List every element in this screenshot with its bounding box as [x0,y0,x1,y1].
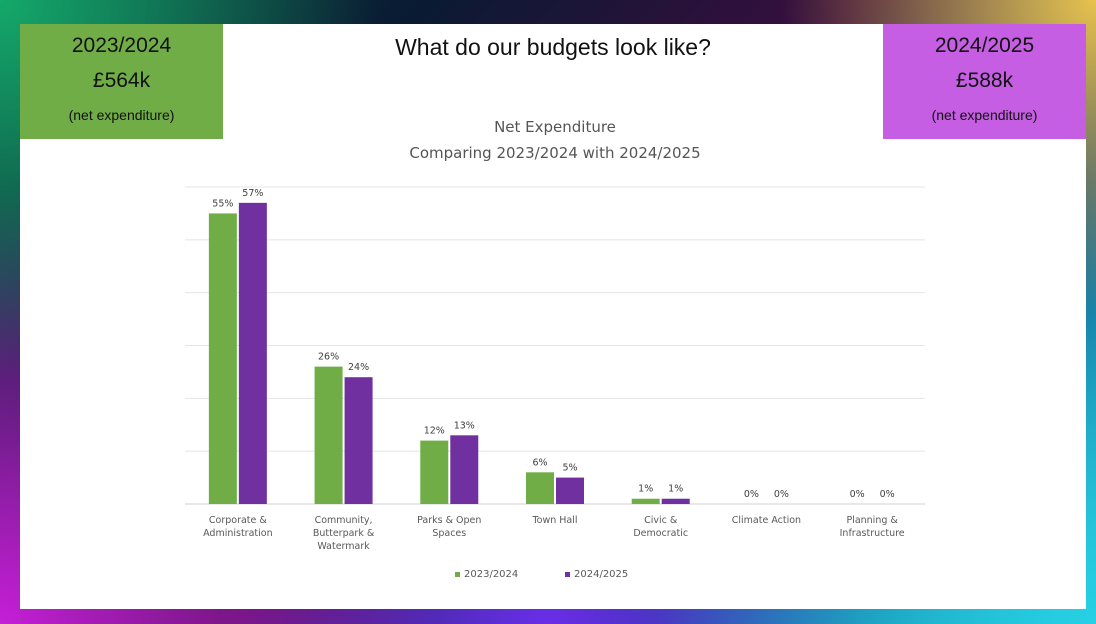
category-label: Butterpark & [313,528,375,539]
category-label: Civic & [644,515,678,526]
bar [420,440,449,504]
data-label: 0% [850,489,865,500]
bar [631,498,660,504]
category-label: Community, [315,515,373,526]
legend-label: 2023/2024 [464,569,518,580]
bar [344,377,373,504]
legend-marker [455,572,460,577]
chart-subtitle: Comparing 2023/2024 with 2024/2025 [409,144,701,162]
category-label: Infrastructure [840,528,905,539]
category-label: Democratic [633,528,688,539]
box-note: (net expenditure) [68,107,175,123]
data-label: 1% [638,484,653,495]
data-label: 57% [242,188,263,199]
category-label: Parks & Open [417,515,481,526]
category-label: Climate Action [732,515,801,526]
bar [314,366,343,504]
data-label: 55% [212,198,233,209]
data-label: 0% [744,489,759,500]
data-label: 13% [454,420,475,431]
bar-chart: 55% 57% Corporate & Administration 26% 24% Com… [185,186,925,580]
legend-label: 2024/2025 [574,569,628,580]
box-amount: £564k [92,69,151,92]
category-label: Watermark [317,541,370,552]
bar [208,213,237,504]
data-label: 0% [774,489,789,500]
bar [526,472,554,504]
box-year: 2024/2025 [934,34,1035,57]
data-label: 0% [880,489,895,500]
chart-title: Net Expenditure [494,118,616,136]
data-label: 6% [532,457,547,468]
slide: 2023/2024 £564k (net expenditure) What d… [20,24,1086,609]
category-label: Planning & [846,515,898,526]
budget-box-2023-2024: 2023/2024 £564k (net expenditure) [20,24,223,139]
category-label: Administration [203,528,273,539]
category-label: Town Hall [531,515,577,526]
box-year: 2023/2024 [71,34,172,57]
box-note: (net expenditure) [931,107,1038,123]
budget-box-2024-2025: 2024/2025 £588k (net expenditure) [883,24,1086,139]
legend-marker [565,572,570,577]
data-label: 5% [562,463,577,474]
category-label: Corporate & [209,515,268,526]
bar [238,202,267,504]
data-label: 26% [318,352,339,363]
category-label: Spaces [432,528,466,539]
data-label: 1% [668,484,683,495]
data-label: 24% [348,362,369,373]
data-label: 12% [424,426,445,437]
box-amount: £588k [955,69,1014,92]
bar [450,435,479,504]
slide-title: What do our budgets look like? [395,34,711,60]
bar [661,498,690,504]
bar [556,477,584,504]
